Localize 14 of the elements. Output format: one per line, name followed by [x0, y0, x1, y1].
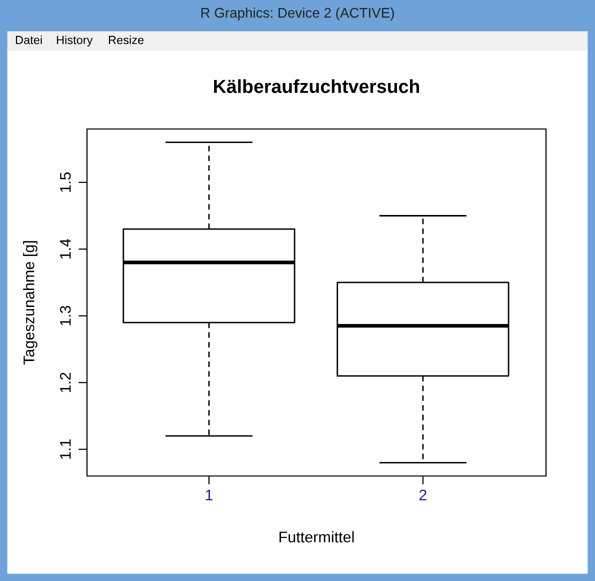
y-axis-title: Tageszunahme [g] — [23, 241, 38, 365]
chart-title: Kälberaufzuchtversuch — [214, 79, 420, 94]
y-tick-label: 1.3 — [60, 306, 71, 326]
x-tick-label: 2 — [419, 490, 426, 500]
x-tick-label: 1 — [206, 490, 212, 500]
text: Datei — [16, 36, 42, 44]
y-tick-label: 1.1 — [60, 439, 71, 459]
x-axis-title: Futtermittel — [280, 531, 354, 542]
text: R Graphics: Device 2 (ACTIVE) — [201, 8, 394, 20]
y-tick-label: 1.2 — [60, 372, 71, 392]
y-tick-label: 1.4 — [60, 238, 71, 259]
text: History — [56, 36, 93, 46]
text: Resize — [108, 36, 144, 44]
y-tick-label: 1.5 — [60, 172, 71, 192]
